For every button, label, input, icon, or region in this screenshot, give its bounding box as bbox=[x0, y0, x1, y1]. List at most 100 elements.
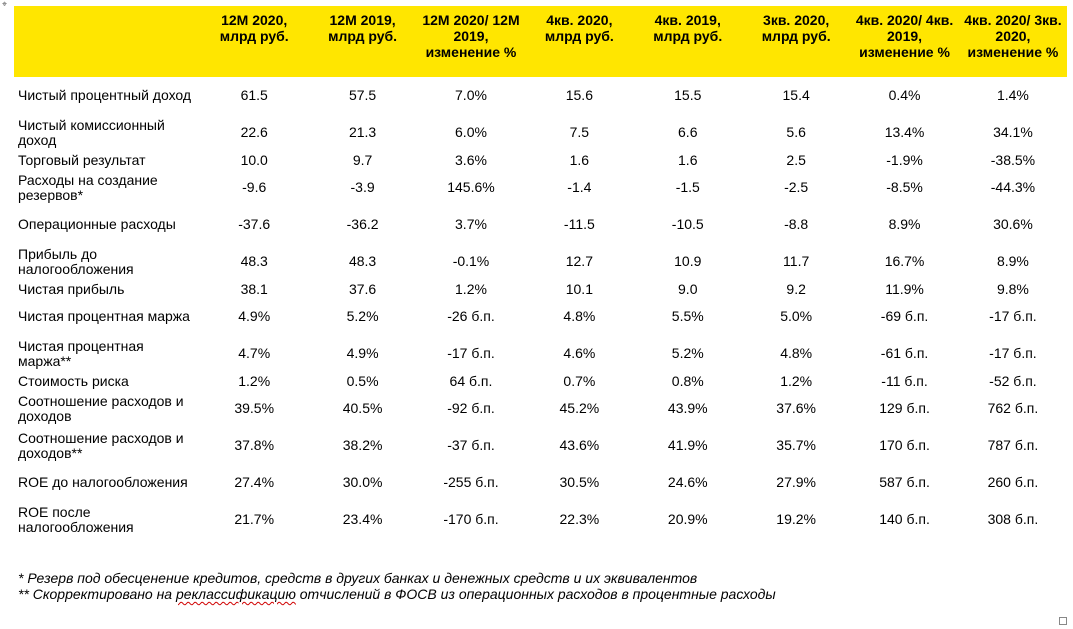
table-cell: -0.1% bbox=[452, 253, 490, 269]
table-cell: 43.6% bbox=[559, 437, 600, 453]
row-label: Чистая процентная маржа** bbox=[18, 337, 144, 369]
table-cell: -17 б.п. bbox=[989, 345, 1037, 361]
table-cell: -2.5 bbox=[784, 179, 809, 195]
row-label: Прибыль до налогообложения bbox=[18, 245, 134, 277]
table-cell: 45.2% bbox=[559, 400, 600, 416]
table-cell: -26 б.п. bbox=[447, 308, 495, 324]
table-cell: 11.7 bbox=[783, 253, 810, 269]
table-cell: 21.3 bbox=[348, 124, 377, 140]
table-cell: 5.2% bbox=[671, 345, 704, 361]
table-cell: 4.6% bbox=[563, 345, 596, 361]
table-row: Чистая прибыль 38.1 37.6 1.2% 10.1 9.0 9.2 11.9… bbox=[14, 280, 1067, 298]
table-cell: 7.5 bbox=[569, 124, 590, 140]
footnote-1: * Резерв под обесценение кредитов, средс… bbox=[18, 570, 698, 586]
table-cell: -17 б.п. bbox=[447, 345, 495, 361]
table-cell: 6.0% bbox=[455, 124, 487, 140]
table-cell: 260 б.п. bbox=[987, 474, 1039, 490]
row-label: Расходы на создание резервов* bbox=[18, 171, 158, 203]
table-cell: 140 б.п. bbox=[879, 511, 930, 527]
table-cell: 1.6 bbox=[569, 151, 590, 168]
row-label: Торговый результат bbox=[18, 151, 146, 168]
header-12m-2019: 12M 2019, млрд руб. bbox=[308, 6, 417, 77]
table-cell: 38.2% bbox=[342, 437, 383, 453]
table-cell: 48.3 bbox=[240, 253, 268, 269]
table-cell: 57.5 bbox=[348, 87, 377, 103]
table-cell: -36.2 bbox=[346, 216, 379, 232]
table-cell: 24.6% bbox=[667, 474, 708, 490]
table-row: Расходы на создание резервов* -9.6 -3.9 145… bbox=[14, 169, 1067, 206]
table-cell: 10.1 bbox=[565, 280, 593, 297]
table-cell: 41.9% bbox=[667, 437, 708, 453]
table-cell: 39.5% bbox=[234, 400, 275, 416]
table-cell: 23.4% bbox=[342, 511, 383, 527]
table-cell: 37.8% bbox=[234, 437, 275, 453]
footnote-2-part-2: отчислений в ФОСВ из операционных расход… bbox=[295, 586, 776, 602]
header-cell-blank bbox=[14, 6, 200, 77]
table-cell: 9.0 bbox=[678, 280, 698, 297]
footnote-2-part-1: ** Скорректировано на bbox=[18, 586, 176, 602]
table-cell: 308 б.п. bbox=[987, 511, 1039, 527]
header-12m-2020: 12M 2020, млрд руб. bbox=[200, 6, 309, 77]
table-cell: 1.2% bbox=[238, 372, 271, 389]
table-cell: 0.8% bbox=[671, 372, 704, 389]
row-label: ROE до налогообложения bbox=[18, 474, 188, 490]
table-cell: 43.9% bbox=[667, 400, 708, 416]
row-label: Стоимость риска bbox=[18, 372, 129, 389]
table-cell: 40.5% bbox=[342, 400, 383, 416]
table-row: Соотношение расходов и доходов 39.5% 40.5%… bbox=[14, 390, 1067, 427]
spellcheck-flagged-word[interactable]: реклассификацию bbox=[176, 586, 296, 602]
table-cell: 27.4% bbox=[234, 474, 275, 490]
table-cell: -11.5 bbox=[563, 216, 595, 232]
table-cell: 6.6 bbox=[678, 124, 698, 140]
row-label: Чистая прибыль bbox=[18, 280, 125, 297]
table-cell: -3.9 bbox=[350, 179, 375, 195]
table-cell: -38.5% bbox=[990, 151, 1036, 168]
table-cell: -170 б.п. bbox=[443, 511, 499, 527]
table-cell: -52 б.п. bbox=[989, 372, 1037, 389]
table-cell: 762 б.п. bbox=[987, 400, 1039, 416]
table-cell: -10.5 bbox=[671, 216, 704, 232]
table-cell: 5.2% bbox=[346, 308, 379, 324]
table-row: Чистый комиссионный доход 22.6 21.3 6.0% 7.5… bbox=[14, 114, 1067, 151]
table-cell: 8.9% bbox=[996, 253, 1029, 269]
table-cell: 1.4% bbox=[996, 87, 1029, 103]
header-12m-change: 12M 2020/ 12M 2019, изменение % bbox=[416, 6, 526, 77]
table-cell: 587 б.п. bbox=[879, 474, 930, 490]
footnote-2: ** Скорректировано на реклассификацию от… bbox=[18, 586, 918, 602]
table-cell: 12.7 bbox=[565, 253, 593, 269]
table-cell: 4.7% bbox=[238, 345, 271, 361]
table-cell: 30.0% bbox=[342, 474, 383, 490]
table-cell: -37.6 bbox=[238, 216, 271, 232]
table-cell: 1.2% bbox=[455, 280, 487, 297]
table-cell: 19.2% bbox=[776, 511, 816, 527]
table-selection-handle[interactable]: ⌖ bbox=[2, 0, 8, 9]
footnotes: * Резерв под обесценение кредитов, средс… bbox=[18, 570, 918, 602]
table-cell: 21.7% bbox=[234, 511, 275, 527]
table-cell: 10.9 bbox=[674, 253, 702, 269]
resize-handle[interactable] bbox=[1059, 617, 1067, 625]
row-label: Чистый процентный доход bbox=[18, 87, 192, 103]
table-cell: 10.0 bbox=[240, 151, 268, 168]
table-cell: 38.1 bbox=[240, 280, 268, 297]
table-cell: 787 б.п. bbox=[987, 437, 1039, 453]
table-row: ROE после налогообложения 21.7% 23.4% -170 … bbox=[14, 501, 1067, 538]
table-cell: -8.8 bbox=[784, 216, 809, 232]
table-cell: 129 б.п. bbox=[879, 400, 930, 416]
table-cell: 170 б.п. bbox=[879, 437, 930, 453]
table-cell: 0.7% bbox=[563, 372, 596, 389]
table-row: ROE до налогообложения 27.4% 30.0% -255 б.п… bbox=[14, 464, 1067, 501]
table-cell: 1.2% bbox=[780, 372, 813, 389]
table-cell: 13.4% bbox=[884, 124, 925, 140]
table-cell: 64 б.п. bbox=[449, 372, 493, 389]
table-cell: -37 б.п. bbox=[447, 437, 495, 453]
table-cell: 9.7 bbox=[352, 151, 373, 168]
table-cell: 16.7% bbox=[884, 253, 925, 269]
table-cell: -17 б.п. bbox=[989, 308, 1037, 324]
row-label: Чистый комиссионный доход bbox=[18, 116, 165, 148]
row-label: Чистая процентная маржа bbox=[18, 308, 190, 324]
table-cell: 15.4 bbox=[782, 87, 810, 103]
table-cell: 34.1% bbox=[993, 124, 1033, 140]
financial-results-table: 12M 2020, млрд руб. 12M 2019, млрд руб. … bbox=[14, 6, 1068, 538]
table-cell: 5.6 bbox=[786, 124, 806, 140]
table-header-row: 12M 2020, млрд руб. 12M 2019, млрд руб. … bbox=[14, 6, 1068, 77]
